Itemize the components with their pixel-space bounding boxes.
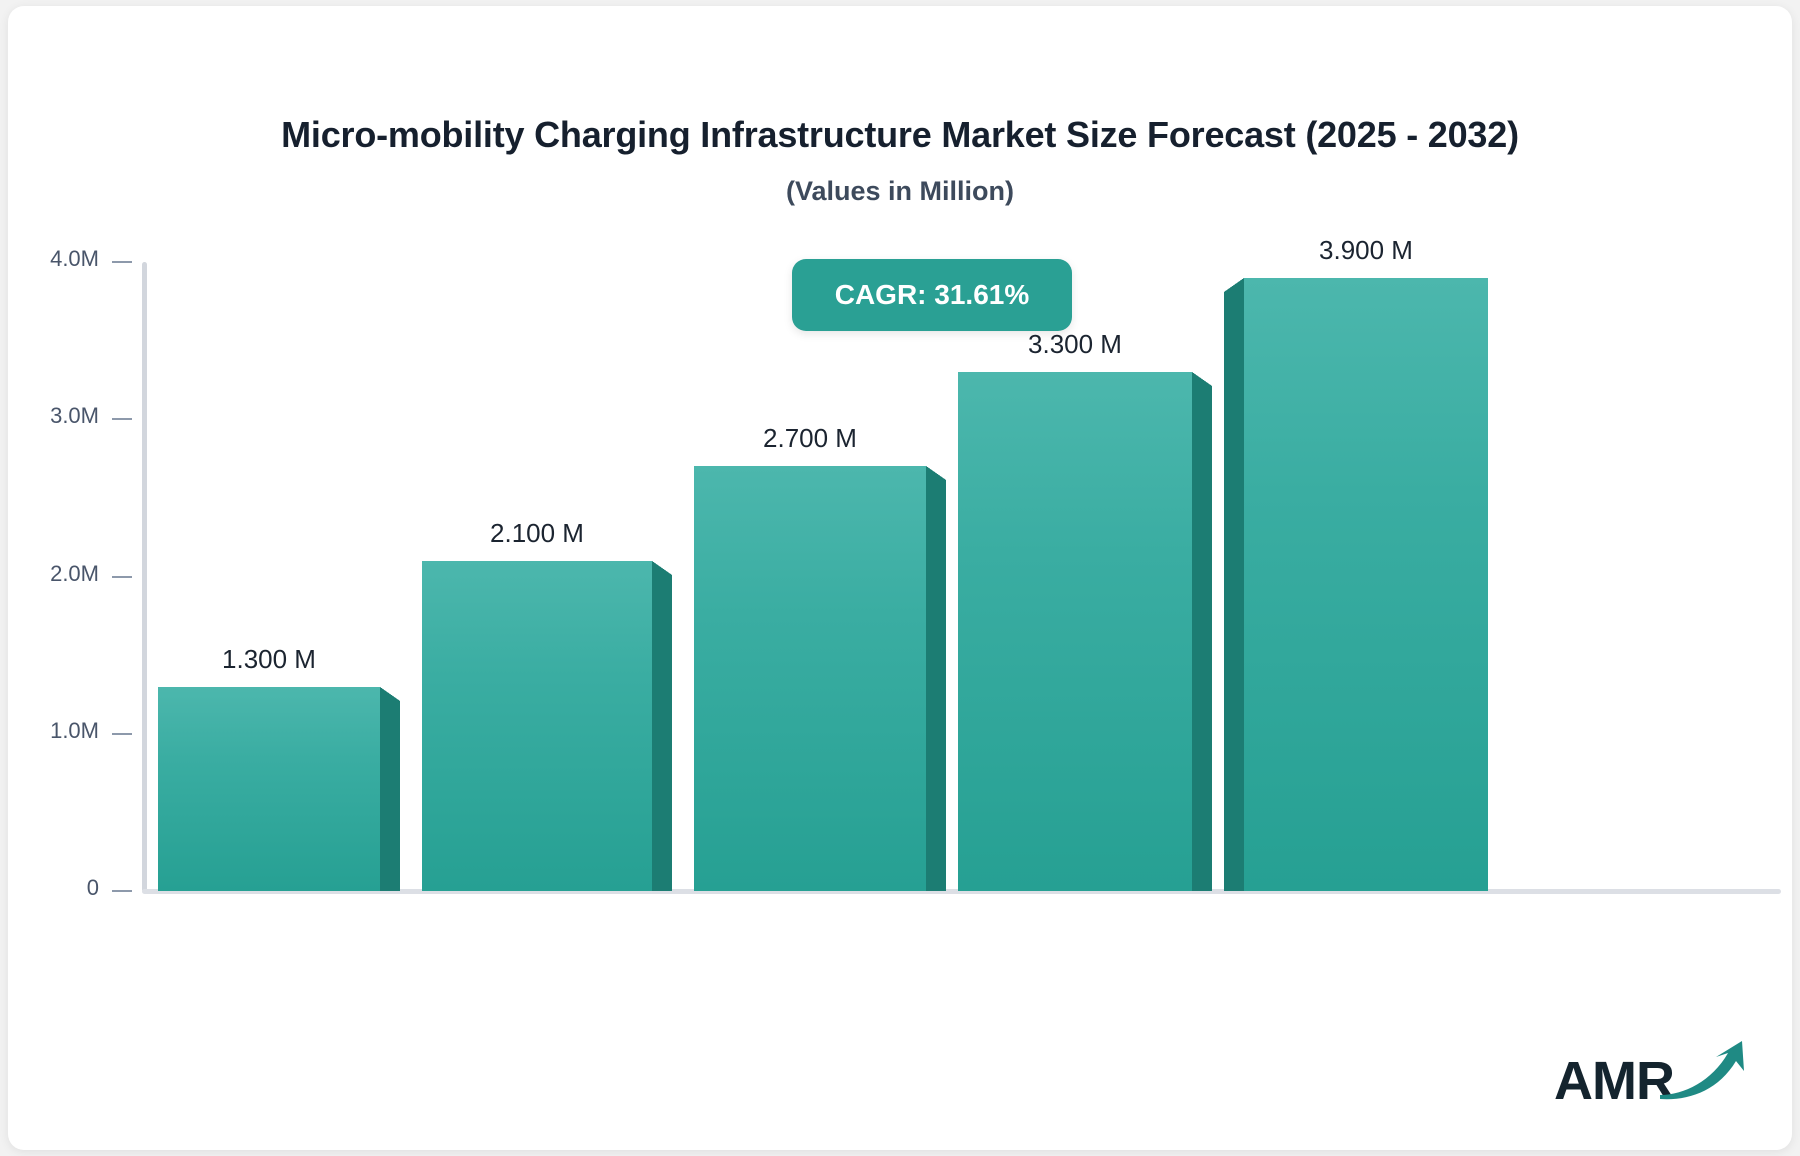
bar-2023[interactable]: 1.300 M2023 [158, 644, 400, 891]
bar-value-label: 2.700 M [763, 423, 857, 453]
y-axis-tick-label: 0 [86, 875, 99, 900]
bar-2024[interactable]: 2.100 M2024 [422, 518, 672, 891]
bar-2026[interactable]: 3.300 M2026 [958, 329, 1212, 891]
bar-face [694, 466, 926, 891]
chart-card: Micro-mobility Charging Infrastructure M… [8, 6, 1792, 1150]
page-title: Micro-mobility Charging Infrastructure M… [281, 114, 1519, 155]
bar-value-label: 2.100 M [490, 518, 584, 548]
bar-value-label: 1.300 M [222, 644, 316, 674]
bar-side-panel [380, 701, 400, 891]
y-axis-tick-label: 1.0M [50, 717, 99, 743]
plot-area: 0 1.0M 2.0M 3.0M 4.0M 1.300 M20232.100 M2024… [8, 6, 1792, 1150]
y-axis-tick-mark [112, 890, 132, 892]
bar-side-panel [926, 480, 946, 891]
growth-arrow-icon [1658, 1039, 1750, 1106]
bar-top-bevel [380, 687, 400, 701]
bar-face [958, 372, 1192, 891]
amr-logo: AMR [1554, 1041, 1750, 1111]
bar-value-label: 3.300 M [1028, 329, 1122, 359]
bar-side-panel [1192, 386, 1212, 891]
bar-top-bevel [1224, 278, 1244, 292]
y-axis-tick-mark [112, 261, 132, 263]
bar-2027[interactable]: 3.900 M2027 [1224, 235, 1488, 891]
cagr-badge: CAGR: 31.61% [792, 259, 1072, 331]
bar-face [1244, 278, 1488, 891]
bar-top-bevel [652, 561, 672, 575]
bar-top-bevel [1192, 372, 1212, 386]
x-axis-line [142, 889, 1781, 894]
y-axis-tick-label: 2.0M [50, 560, 99, 586]
cagr-badge-label: CAGR: 31.61% [834, 279, 1030, 310]
bar-face [158, 687, 380, 891]
logo-text: AMR [1554, 1051, 1675, 1111]
y-axis-tick-label: 4.0M [50, 246, 99, 271]
bar-face [422, 561, 652, 891]
bar-2025[interactable]: 2.700 M2025 [694, 423, 946, 891]
y-axis-line [142, 262, 147, 892]
bar-side-panel [652, 575, 672, 891]
y-axis-tick-label: 3.0M [50, 403, 99, 429]
bar-value-label: 3.900 M [1319, 235, 1413, 265]
y-axis-tick-mark [112, 418, 132, 421]
bar-side-panel [1224, 292, 1244, 891]
chart-subtitle: (Values in Million) [785, 176, 1015, 206]
y-axis-tick-mark [112, 575, 132, 578]
y-axis-tick-mark [112, 732, 132, 735]
bar-top-bevel [926, 466, 946, 480]
